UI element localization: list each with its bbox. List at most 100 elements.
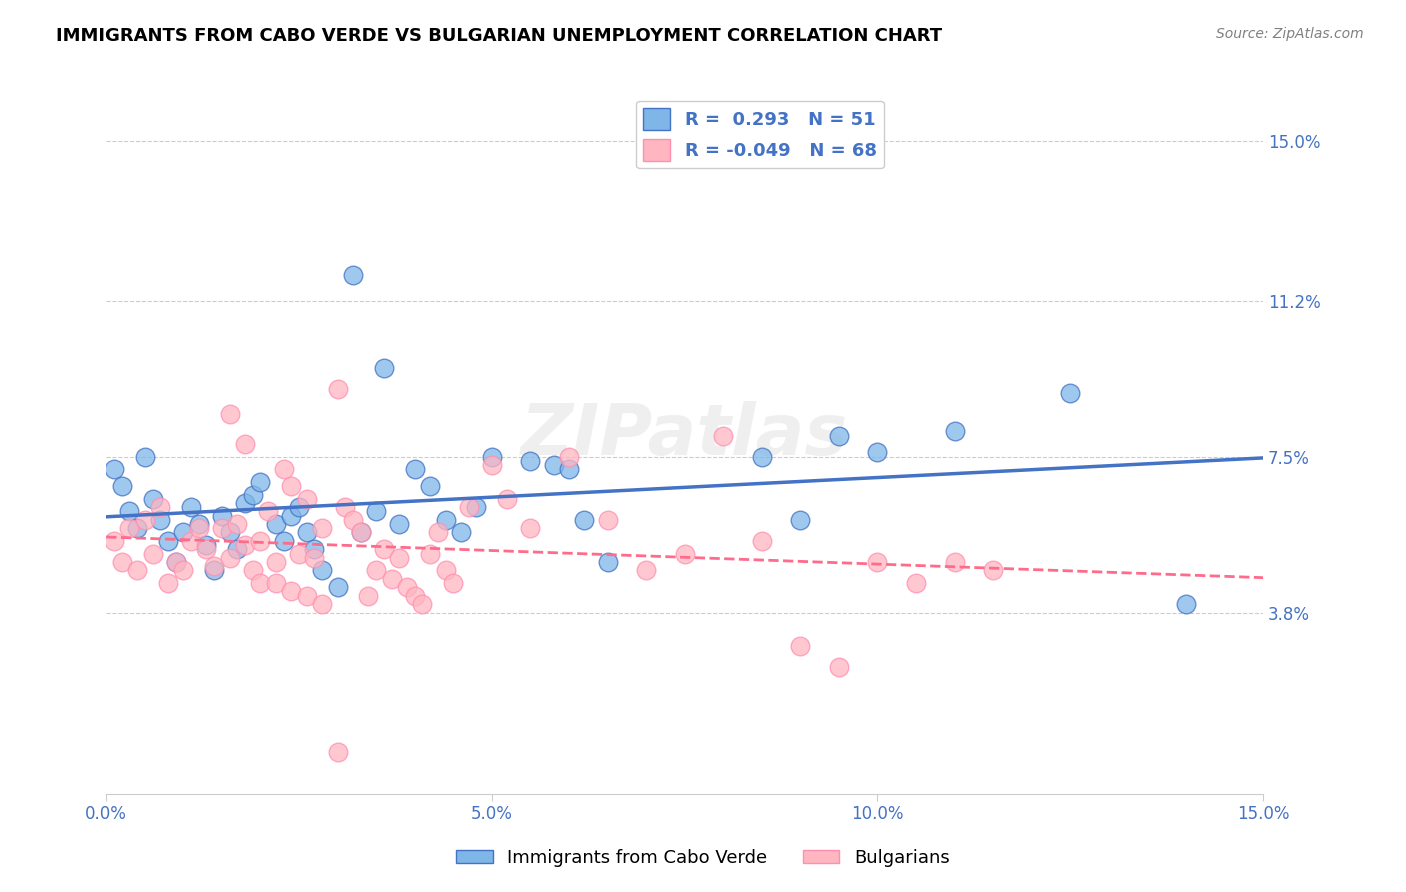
Bulgarians: [519, 521, 541, 535]
Immigrants from Cabo Verde: [202, 563, 225, 577]
Bulgarians: [156, 576, 179, 591]
Bulgarians: [636, 563, 658, 577]
Immigrants from Cabo Verde: [596, 555, 619, 569]
Bulgarians: [711, 428, 734, 442]
Bulgarians: [149, 500, 172, 515]
Bulgarians: [326, 745, 349, 759]
Immigrants from Cabo Verde: [304, 542, 326, 557]
Bulgarians: [441, 576, 464, 591]
Bulgarians: [496, 491, 519, 506]
Bulgarians: [311, 597, 333, 611]
Bulgarians: [218, 550, 240, 565]
Immigrants from Cabo Verde: [311, 563, 333, 577]
Bulgarians: [342, 513, 364, 527]
Bulgarians: [981, 563, 1004, 577]
Bulgarians: [673, 547, 696, 561]
Bulgarians: [165, 555, 187, 569]
Bulgarians: [789, 639, 811, 653]
Legend: Immigrants from Cabo Verde, Bulgarians: Immigrants from Cabo Verde, Bulgarians: [450, 842, 956, 874]
Bulgarians: [388, 550, 411, 565]
Immigrants from Cabo Verde: [295, 525, 318, 540]
Immigrants from Cabo Verde: [866, 445, 889, 459]
Immigrants from Cabo Verde: [350, 525, 373, 540]
Immigrants from Cabo Verde: [218, 525, 240, 540]
Bulgarians: [751, 533, 773, 548]
Text: Source: ZipAtlas.com: Source: ZipAtlas.com: [1216, 27, 1364, 41]
Bulgarians: [828, 660, 851, 674]
Text: IMMIGRANTS FROM CABO VERDE VS BULGARIAN UNEMPLOYMENT CORRELATION CHART: IMMIGRANTS FROM CABO VERDE VS BULGARIAN …: [56, 27, 942, 45]
Bulgarians: [295, 491, 318, 506]
Bulgarians: [280, 479, 302, 493]
Bulgarians: [596, 513, 619, 527]
Immigrants from Cabo Verde: [1059, 386, 1081, 401]
Immigrants from Cabo Verde: [828, 428, 851, 442]
Bulgarians: [558, 450, 581, 464]
Bulgarians: [905, 576, 928, 591]
Bulgarians: [357, 589, 380, 603]
Immigrants from Cabo Verde: [543, 458, 565, 472]
Bulgarians: [373, 542, 395, 557]
Immigrants from Cabo Verde: [141, 491, 163, 506]
Bulgarians: [127, 563, 149, 577]
Bulgarians: [381, 572, 404, 586]
Immigrants from Cabo Verde: [519, 454, 541, 468]
Immigrants from Cabo Verde: [180, 500, 202, 515]
Immigrants from Cabo Verde: [481, 450, 503, 464]
Immigrants from Cabo Verde: [404, 462, 426, 476]
Bulgarians: [457, 500, 479, 515]
Immigrants from Cabo Verde: [342, 268, 364, 283]
Immigrants from Cabo Verde: [574, 513, 596, 527]
Bulgarians: [335, 500, 357, 515]
Immigrants from Cabo Verde: [103, 462, 125, 476]
Bulgarians: [211, 521, 233, 535]
Text: ZIPatlas: ZIPatlas: [522, 401, 848, 470]
Immigrants from Cabo Verde: [233, 496, 256, 510]
Bulgarians: [111, 555, 134, 569]
Bulgarians: [366, 563, 388, 577]
Immigrants from Cabo Verde: [388, 516, 411, 531]
Bulgarians: [288, 547, 311, 561]
Bulgarians: [311, 521, 333, 535]
Immigrants from Cabo Verde: [273, 533, 295, 548]
Bulgarians: [242, 563, 264, 577]
Bulgarians: [233, 538, 256, 552]
Bulgarians: [233, 437, 256, 451]
Bulgarians: [419, 547, 441, 561]
Bulgarians: [249, 533, 271, 548]
Bulgarians: [295, 589, 318, 603]
Bulgarians: [118, 521, 141, 535]
Immigrants from Cabo Verde: [264, 516, 287, 531]
Bulgarians: [866, 555, 889, 569]
Bulgarians: [195, 542, 218, 557]
Immigrants from Cabo Verde: [134, 450, 156, 464]
Immigrants from Cabo Verde: [450, 525, 472, 540]
Immigrants from Cabo Verde: [118, 504, 141, 518]
Immigrants from Cabo Verde: [1175, 597, 1198, 611]
Bulgarians: [249, 576, 271, 591]
Bulgarians: [264, 576, 287, 591]
Bulgarians: [404, 589, 426, 603]
Bulgarians: [273, 462, 295, 476]
Bulgarians: [426, 525, 449, 540]
Bulgarians: [202, 559, 225, 574]
Immigrants from Cabo Verde: [943, 425, 966, 439]
Immigrants from Cabo Verde: [288, 500, 311, 515]
Immigrants from Cabo Verde: [195, 538, 218, 552]
Immigrants from Cabo Verde: [366, 504, 388, 518]
Immigrants from Cabo Verde: [751, 450, 773, 464]
Immigrants from Cabo Verde: [127, 521, 149, 535]
Legend: R =  0.293   N = 51, R = -0.049   N = 68: R = 0.293 N = 51, R = -0.049 N = 68: [636, 101, 884, 169]
Immigrants from Cabo Verde: [419, 479, 441, 493]
Bulgarians: [264, 555, 287, 569]
Immigrants from Cabo Verde: [280, 508, 302, 523]
Immigrants from Cabo Verde: [242, 487, 264, 501]
Bulgarians: [226, 516, 249, 531]
Bulgarians: [434, 563, 457, 577]
Bulgarians: [180, 533, 202, 548]
Immigrants from Cabo Verde: [373, 361, 395, 376]
Immigrants from Cabo Verde: [434, 513, 457, 527]
Bulgarians: [304, 550, 326, 565]
Immigrants from Cabo Verde: [465, 500, 488, 515]
Immigrants from Cabo Verde: [558, 462, 581, 476]
Bulgarians: [411, 597, 433, 611]
